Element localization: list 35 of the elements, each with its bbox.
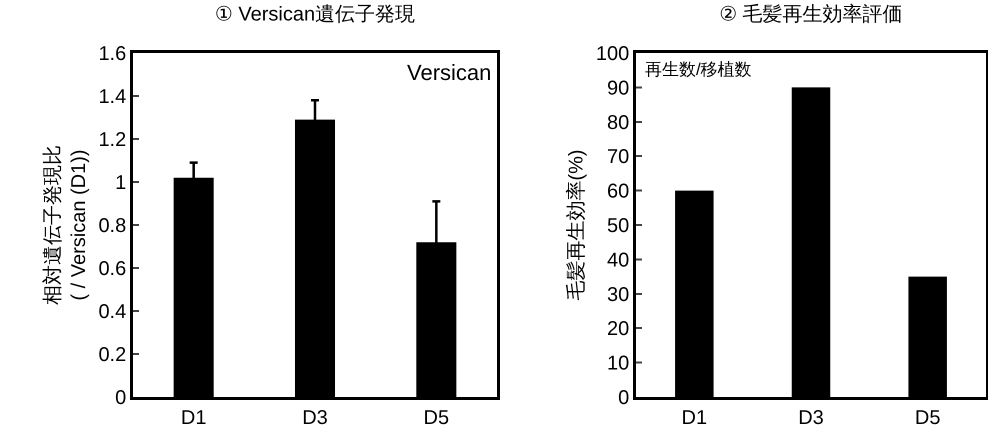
y-tick-label: 90: [607, 77, 630, 100]
x-tick-label: D1: [180, 406, 206, 429]
bar: [792, 87, 830, 397]
y-tick-label: 30: [607, 284, 630, 306]
x-tick-label: D1: [682, 406, 708, 429]
y-tick-label: 50: [607, 215, 630, 237]
x-tick-label: D5: [914, 406, 940, 429]
y-tick-label: 1.2: [98, 129, 126, 151]
y-tick-label: 10: [607, 352, 630, 375]
y-tick-label: 0: [115, 387, 126, 409]
y-tick-label: 80: [607, 112, 630, 134]
y-tick-label: 0.2: [98, 344, 126, 366]
y-tick-label: 0.6: [98, 258, 126, 280]
bar: [675, 190, 714, 397]
y-tick-label: 0: [618, 387, 630, 409]
y-tick-label: 100: [596, 43, 630, 65]
y-axis-title: 毛髪再生効率(%): [565, 149, 588, 301]
x-tick-label: D3: [798, 406, 824, 429]
chart-title: ② 毛髪再生効率評価: [719, 4, 903, 26]
y-tick-label: 0.8: [98, 215, 126, 237]
bar: [908, 276, 947, 397]
x-tick-label: D5: [424, 406, 450, 429]
y-tick-label: 1.4: [98, 86, 126, 108]
y-tick-label: 1.6: [98, 43, 126, 65]
chart-title: ① Versican遺伝子発現: [214, 4, 416, 26]
annotation: Versican: [407, 60, 492, 85]
y-tick-label: 40: [607, 249, 630, 272]
y-axis-title: 相対遺伝子発現比 ( / Versican (D1)): [42, 145, 90, 305]
y-tick-label: 70: [607, 146, 630, 168]
y-tick-label: 20: [607, 318, 630, 340]
x-tick-label: D3: [302, 406, 328, 429]
annotation: 再生数/移植数: [645, 60, 752, 79]
y-tick-label: 60: [607, 180, 630, 203]
y-tick-label: 1: [115, 172, 126, 194]
y-tick-label: 0.4: [98, 301, 126, 323]
